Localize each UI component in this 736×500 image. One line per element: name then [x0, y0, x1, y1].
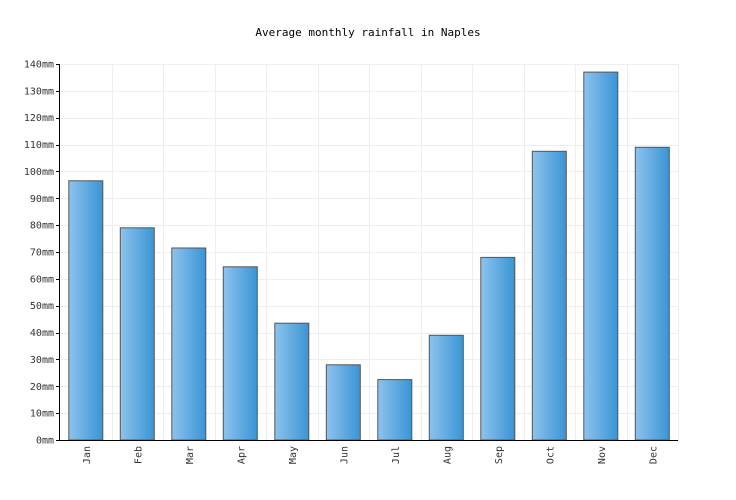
bar-jun: [325, 364, 361, 441]
x-tick-label: Dec: [648, 446, 659, 464]
bar-dec: [634, 146, 670, 441]
y-tick-label: 60mm: [30, 274, 54, 285]
y-tick-label: 50mm: [30, 301, 54, 312]
bar-apr: [222, 266, 258, 441]
bar-sep: [480, 256, 516, 441]
x-tick-label: Sep: [494, 446, 505, 464]
bar-nov: [583, 71, 619, 441]
y-tick-label: 90mm: [30, 194, 54, 205]
grid-lines: [60, 64, 679, 441]
y-tick-label: 0mm: [36, 436, 54, 447]
axes: [56, 64, 678, 441]
x-tick-label: Jul: [391, 446, 402, 464]
y-tick-labels: 0mm 10mm 20mm 30mm 40mm 50mm 60mm 70mm 80mm 90mm 1…: [24, 60, 54, 447]
y-tick-label: 80mm: [30, 221, 54, 232]
bar-jul: [377, 379, 413, 441]
x-tick-label: Jan: [82, 446, 93, 464]
bar-jan: [68, 180, 104, 441]
y-tick-label: 140mm: [24, 60, 54, 71]
y-tick-label: 100mm: [24, 167, 54, 178]
bar-aug: [428, 334, 464, 441]
y-tick-label: 120mm: [24, 113, 54, 124]
bar-mar: [171, 247, 207, 441]
y-tick-label: 20mm: [30, 382, 54, 393]
y-tick-label: 130mm: [24, 86, 54, 97]
bar-feb: [119, 227, 155, 441]
x-tick-label: Feb: [133, 446, 144, 464]
bar-may: [274, 322, 310, 441]
x-tick-label: Apr: [236, 446, 247, 464]
y-tick-label: 30mm: [30, 355, 54, 366]
bar-oct: [531, 150, 567, 441]
x-tick-label: Oct: [545, 446, 556, 464]
y-tick-label: 40mm: [30, 328, 54, 339]
y-tick-label: 10mm: [30, 409, 54, 420]
y-tick-label: 110mm: [24, 140, 54, 151]
x-tick-labels: Jan Feb Mar Apr May Jun Jul Aug Sep Oct Nov Dec: [82, 446, 659, 464]
y-tick-label: 70mm: [30, 248, 54, 259]
x-tick-label: Aug: [442, 446, 453, 464]
x-tick-label: May: [288, 446, 299, 464]
x-tick-label: Jun: [339, 446, 350, 464]
x-tick-label: Mar: [185, 446, 196, 464]
x-tick-label: Nov: [597, 446, 608, 464]
chart-title: Average monthly rainfall in Naples: [255, 26, 480, 39]
